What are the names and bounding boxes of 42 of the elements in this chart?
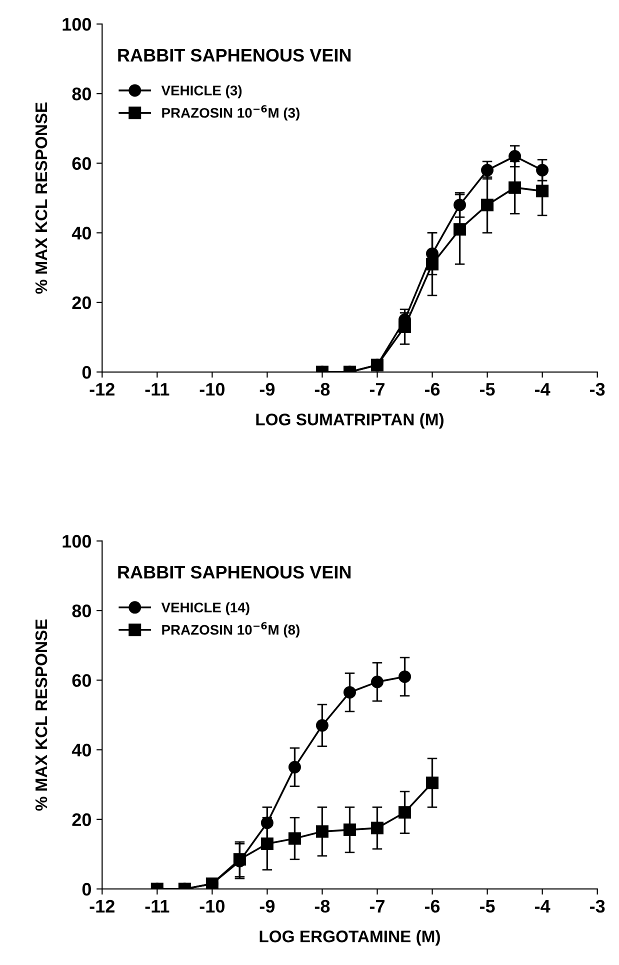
legend-label: PRAZOSIN 10$^{−6}$M (8) <box>162 622 300 638</box>
legend-label: VEHICLE (3) <box>161 85 242 98</box>
x-tick-label: -3 <box>590 382 605 396</box>
x-tick-label: -7 <box>370 383 384 396</box>
x-tick-label: -3 <box>590 900 605 913</box>
x-tick-label: -6 <box>424 900 440 913</box>
y-tick-label: 60 <box>72 674 91 687</box>
x-tick-label: -5 <box>480 900 495 913</box>
legend-label: PRAZOSIN 10$^{−6}$M (3) <box>162 105 300 121</box>
x-tick-label: -8 <box>314 900 330 913</box>
y-tick-label: 40 <box>72 226 91 240</box>
y-tick-label: 80 <box>72 88 91 100</box>
x-tick-label: -12 <box>90 382 114 396</box>
y-axis-title: % MAX KCL RESPONSE <box>35 102 48 294</box>
y-tick-label: 20 <box>72 813 91 826</box>
y-tick-label: 100 <box>62 534 91 548</box>
x-tick-label: -11 <box>145 900 170 912</box>
y-tick-label: 100 <box>62 18 91 31</box>
y-tick-label: 20 <box>72 296 91 310</box>
y-tick-label: 80 <box>72 604 91 618</box>
text: RABBIT SAPHENOUS VEIN <box>118 48 351 62</box>
x-tick-label: -5 <box>480 383 495 396</box>
y-tick-label: 0 <box>82 366 91 379</box>
x-tick-label: -11 <box>145 383 170 396</box>
y-tick-label: 0 <box>82 882 91 896</box>
y-axis-title: % MAX KCL RESPONSE <box>35 619 48 811</box>
x-tick-label: -10 <box>200 382 224 396</box>
x-axis-title: LOG ERGOTAMINE (M) <box>260 930 440 946</box>
x-tick-label: -4 <box>534 900 550 912</box>
y-tick-label: 60 <box>72 157 91 170</box>
x-tick-label: -10 <box>200 900 224 913</box>
x-tick-label: -12 <box>90 900 114 912</box>
y-tick-label: 40 <box>72 744 91 756</box>
text: RABBIT SAPHENOUS VEIN <box>118 566 351 579</box>
x-tick-label: -8 <box>314 382 330 396</box>
x-tick-label: -9 <box>260 382 275 396</box>
x-tick-label: -7 <box>370 900 384 912</box>
x-tick-label: -4 <box>534 383 550 396</box>
legend-label: VEHICLE (14) <box>161 602 250 616</box>
x-tick-label: -6 <box>424 382 440 396</box>
x-tick-label: -9 <box>260 900 275 913</box>
x-axis-title: LOG SUMATRIPTAN (M) <box>256 413 444 429</box>
